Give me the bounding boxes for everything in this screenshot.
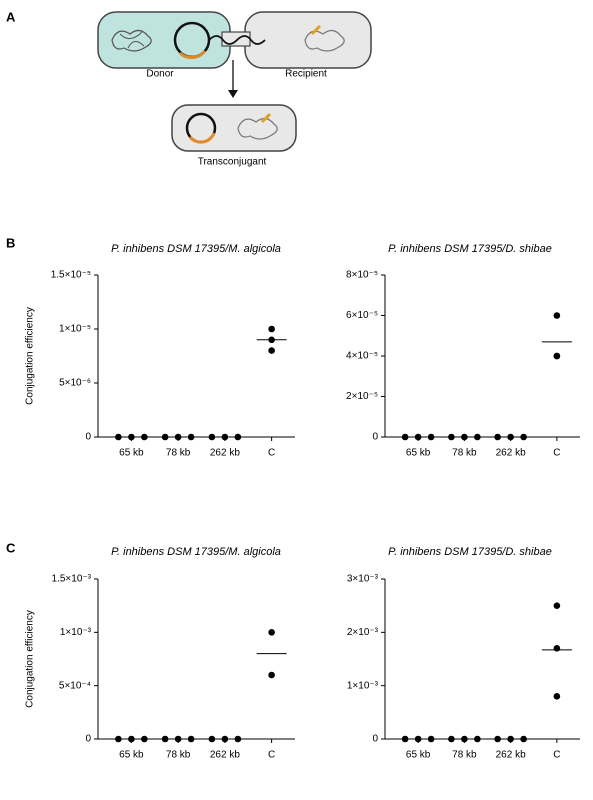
data-point (553, 312, 561, 319)
x-tick-label: 65 kb (406, 448, 431, 459)
data-point (268, 629, 275, 636)
y-tick-label: 0 (85, 734, 91, 745)
diagram-label: Recipient (285, 69, 327, 80)
x-tick-label: 78 kb (166, 750, 191, 761)
x-tick-label: 65 kb (119, 448, 144, 459)
x-tick-label: 262 kb (210, 448, 240, 459)
chart-title: P. inhibens DSM 17395/M. algicola (111, 546, 281, 558)
x-tick-label: 65 kb (119, 750, 144, 761)
data-point (553, 602, 561, 609)
x-tick-label: C (268, 750, 275, 761)
y-tick-label: 3×10⁻³ (347, 574, 379, 585)
y-tick-label: 0 (372, 734, 378, 745)
conjugation-diagram: Donor Recipient Transconjugant (97, 11, 372, 168)
y-tick-label: 5×10⁻⁴ (59, 680, 91, 691)
data-point (268, 671, 275, 679)
diagram-label: Donor (146, 69, 174, 80)
y-tick-label: 2×10⁻⁵ (346, 391, 378, 402)
data-point (268, 347, 275, 354)
x-tick-label: 78 kb (166, 448, 191, 459)
y-tick-label: 4×10⁻⁵ (346, 351, 378, 362)
x-tick-label: C (553, 448, 560, 459)
y-tick-label: 1×10⁻³ (60, 627, 92, 638)
y-tick-label: 0 (85, 432, 91, 443)
y-tick-label: 1.5×10⁻³ (52, 574, 92, 585)
data-point (553, 645, 561, 652)
y-tick-label: 2×10⁻³ (347, 627, 379, 638)
y-tick-label: 0 (372, 432, 378, 443)
x-tick-label: 262 kb (210, 750, 240, 761)
panel-label: A (6, 9, 16, 24)
x-tick-label: 262 kb (496, 448, 526, 459)
y-axis-label: Conjugation efficiency (25, 610, 36, 708)
x-tick-label: C (268, 448, 275, 459)
data-point (553, 352, 561, 360)
x-tick-label: 262 kb (496, 750, 526, 761)
data-point (553, 693, 561, 700)
y-tick-label: 1.5×10⁻⁵ (51, 270, 91, 281)
y-tick-label: 8×10⁻⁵ (346, 270, 378, 281)
x-tick-label: 78 kb (452, 448, 477, 459)
y-axis-label: Conjugation efficiency (25, 307, 36, 405)
x-tick-label: 65 kb (406, 750, 431, 761)
y-tick-label: 1×10⁻⁵ (59, 324, 91, 335)
x-tick-label: C (553, 750, 560, 761)
chart-title: P. inhibens DSM 17395/D. shibae (388, 243, 552, 255)
y-tick-label: 1×10⁻³ (347, 680, 379, 691)
x-tick-label: 78 kb (452, 750, 477, 761)
panel-label: C (6, 540, 16, 555)
diagram-label: Transconjugant (198, 157, 267, 168)
panel-label: B (6, 235, 15, 250)
y-tick-label: 6×10⁻⁵ (346, 310, 378, 321)
data-point (268, 325, 275, 333)
chart-title: P. inhibens DSM 17395/M. algicola (111, 243, 281, 255)
y-tick-label: 5×10⁻⁶ (59, 378, 91, 389)
chart-title: P. inhibens DSM 17395/D. shibae (388, 546, 552, 558)
